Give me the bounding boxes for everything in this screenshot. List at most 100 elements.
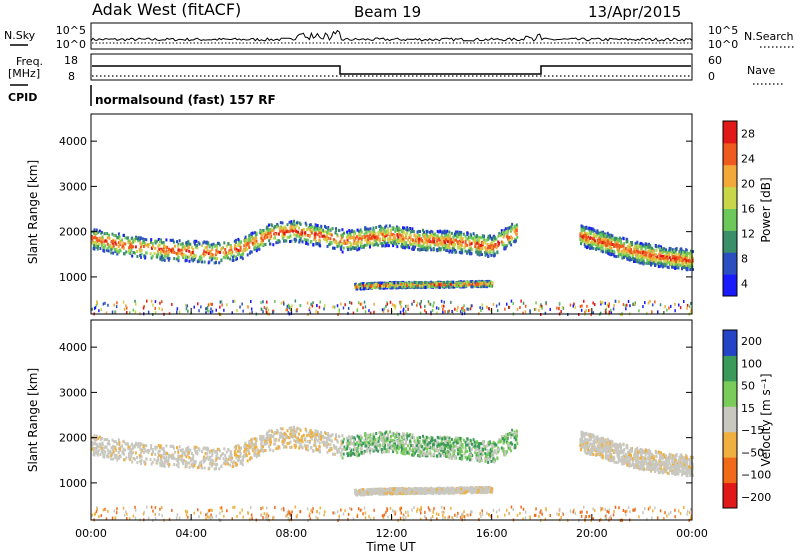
power-cell [374,285,377,289]
velocity-cell [329,438,332,442]
power-cell [654,263,656,267]
velocity-cell [319,450,322,454]
power-cell [357,285,360,289]
power-cell [315,225,317,228]
power-cell [668,256,671,259]
power-cell [237,243,239,247]
power-cell [587,245,590,248]
power-cell [397,286,400,290]
power-cell [368,309,370,313]
velocity-cell [132,457,135,460]
noise-tick-right-low: 10^0 [708,38,738,51]
power-cell [173,250,176,254]
velocity-cell [247,448,250,452]
power-cell [95,236,98,240]
velocity-cell [99,443,102,447]
power-cell [638,254,640,258]
power-cell [281,226,284,230]
power-cell [375,226,378,229]
power-cell [600,249,603,253]
power-cell [584,231,586,235]
power-cell [174,244,176,248]
velocity-cell [331,433,334,437]
power-cell [457,282,460,285]
power-cell [157,250,159,254]
power-cell [645,245,648,249]
power-cell [325,234,328,238]
power-cell [165,249,168,253]
power-cell [118,249,121,253]
power-cell [620,244,623,248]
velocity-cell [213,462,216,466]
power-cell [579,233,582,237]
power-cell [448,281,451,285]
power-cell [303,237,306,241]
power-cell [682,250,685,254]
velocity-cell [234,450,236,454]
power-cell [139,241,142,245]
power-cell [675,262,678,266]
power-cell [358,229,360,233]
power-cell [273,236,276,240]
power-cell [462,309,464,312]
power-cell [657,265,660,269]
power-cell [213,261,216,265]
power-cell [343,231,345,235]
velocity-cell [248,442,251,446]
velocity-cell [139,451,142,455]
power-cell [154,241,157,245]
power-cell [583,299,585,303]
power-cell [379,225,382,229]
velocity-cell [215,463,218,467]
power-cell [464,284,467,288]
power-cell [355,235,358,239]
power-cell [196,246,199,250]
velocity-cell [116,458,119,462]
power-cell [235,250,238,254]
velocity-cell [230,458,233,462]
velocity-cell [327,437,330,441]
power-cell [443,300,445,304]
velocity-cell [188,461,191,465]
power-cell [357,244,359,248]
power-cell [100,240,103,244]
power-cell [274,300,276,303]
power-cell [171,238,174,242]
power-cell [494,236,496,240]
power-cell [628,249,631,253]
power-cell [351,236,354,240]
power-cell [440,236,443,240]
power-colorbar-tick-5: 8 [741,253,748,266]
power-cell [460,239,463,243]
power-cell [474,282,477,286]
power-cell [413,280,416,284]
power-cell [207,241,210,245]
power-colorbar-swatch-5 [723,164,737,188]
velocity-cell [304,439,307,443]
power-cell [685,251,688,255]
power-cell [364,310,367,314]
power-cell [479,246,482,250]
power-cell [405,284,408,288]
power-cell [234,247,236,251]
power-cell [443,236,446,240]
power-cell [484,246,487,250]
power-cell [452,238,455,242]
power-cell [646,256,649,260]
power-cell [476,241,479,245]
power-cell [110,251,113,255]
power-cell [116,252,119,256]
velocity-cell [253,453,256,457]
power-cell [466,243,469,247]
velocity-cell [91,447,94,451]
power-cell [283,232,286,236]
velocity-cell [229,463,232,467]
power-cell [114,234,117,238]
velocity-cell [217,456,220,460]
power-cell [454,230,457,234]
power-cell [298,235,301,239]
power-cell [289,226,292,230]
velocity-cell [289,440,292,444]
power-cell [424,281,427,284]
power-cell [594,303,596,307]
